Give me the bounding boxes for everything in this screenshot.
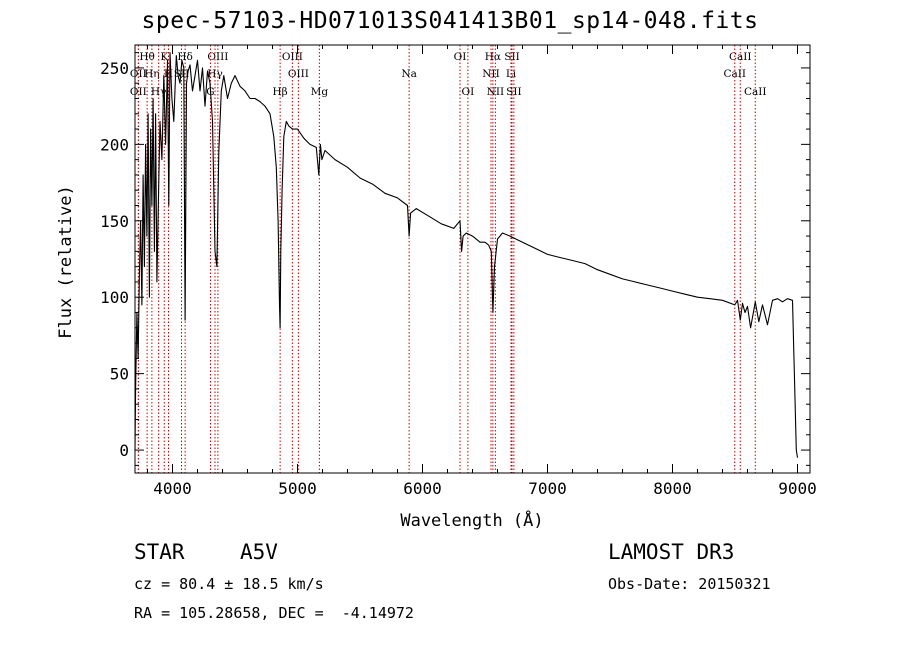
line-marker-label: Hθ bbox=[139, 51, 154, 63]
line-marker-label: OII bbox=[130, 86, 147, 98]
y-tick-label: 250 bbox=[100, 59, 129, 78]
object-class: STAR bbox=[134, 540, 185, 564]
line-marker-label: OI bbox=[461, 86, 474, 98]
y-tick-label: 100 bbox=[100, 288, 129, 307]
line-marker-label: CaII bbox=[723, 68, 746, 80]
x-tick-label: 5000 bbox=[278, 479, 317, 498]
line-marker-label: K bbox=[160, 51, 168, 63]
line-marker-label: Hη bbox=[144, 68, 159, 80]
line-marker-label: OIII bbox=[207, 51, 228, 63]
line-marker-label: Hβ bbox=[273, 86, 288, 98]
x-tick-label: 8000 bbox=[653, 479, 692, 498]
line-marker-label: OIII bbox=[288, 68, 309, 80]
line-marker-label: Hγ bbox=[207, 68, 222, 80]
line-marker-label: Li bbox=[506, 68, 517, 80]
survey-name: LAMOST DR3 bbox=[608, 540, 735, 564]
y-tick-label: 150 bbox=[100, 212, 129, 231]
coordinates: RA = 105.28658, DEC = -4.14972 bbox=[134, 604, 414, 622]
line-marker-label: NII bbox=[482, 68, 499, 80]
spectrum-line bbox=[134, 52, 799, 458]
x-tick-label: 4000 bbox=[153, 479, 192, 498]
y-tick-label: 50 bbox=[110, 365, 129, 384]
chart-title: spec-57103-HD071013S041413B01_sp14-048.f… bbox=[141, 8, 759, 34]
observation-date: Obs-Date: 20150321 bbox=[608, 575, 771, 593]
line-marker-label: Hα bbox=[485, 51, 501, 63]
x-tick-label: 6000 bbox=[403, 479, 442, 498]
x-axis-label: Wavelength (Å) bbox=[400, 511, 544, 531]
line-marker-label: OIII bbox=[282, 51, 303, 63]
y-tick-label: 0 bbox=[119, 441, 129, 460]
x-tick-label: 9000 bbox=[778, 479, 817, 498]
line-marker-label: OI bbox=[454, 51, 467, 63]
line-marker-label: NII bbox=[487, 86, 504, 98]
redshift-velocity: cz = 80.4 ± 18.5 km/s bbox=[134, 575, 324, 593]
y-axis-label: Flux (relative) bbox=[56, 185, 76, 339]
line-marker-label: CaII bbox=[729, 51, 752, 63]
line-marker-label: SII bbox=[506, 86, 522, 98]
line-marker-label: Hγ bbox=[151, 86, 166, 98]
object-subclass: A5V bbox=[240, 540, 278, 564]
x-tick-label: 7000 bbox=[528, 479, 567, 498]
plot-frame bbox=[134, 44, 811, 474]
line-marker-label: SII bbox=[504, 51, 520, 63]
line-marker-label: Mg bbox=[311, 86, 329, 98]
line-marker-label: CaII bbox=[744, 86, 767, 98]
line-marker-label: Hδ bbox=[177, 51, 192, 63]
line-marker-label: H bbox=[164, 68, 173, 80]
y-tick-label: 200 bbox=[100, 135, 129, 154]
line-marker-label: Na bbox=[401, 68, 416, 80]
